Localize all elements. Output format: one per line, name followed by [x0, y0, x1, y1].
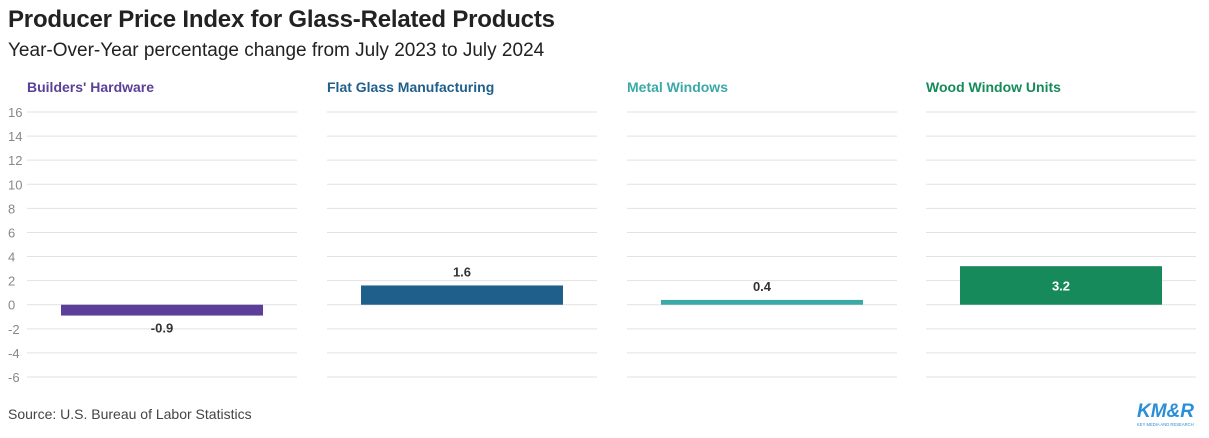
bar — [960, 266, 1162, 305]
source-note: Source: U.S. Bureau of Labor Statistics — [8, 406, 252, 422]
data-label: -0.9 — [151, 321, 173, 336]
panel-title-wood-window-units: Wood Window Units — [926, 79, 1061, 95]
y-tick-label: -6 — [8, 370, 20, 385]
panel-title-builders-hardware: Builders' Hardware — [27, 79, 155, 95]
y-tick-label: 12 — [8, 153, 22, 168]
panel-title-flat-glass: Flat Glass Manufacturing — [327, 79, 495, 95]
bar — [361, 285, 563, 305]
y-tick-label: 4 — [8, 250, 15, 265]
y-tick-label: -2 — [8, 322, 20, 337]
y-tick-label: -4 — [8, 346, 20, 361]
data-label: 0.4 — [753, 279, 772, 294]
y-tick-label: 2 — [8, 274, 15, 289]
y-tick-label: 10 — [8, 177, 22, 192]
chart-area: 16 14 12 10 8 6 4 2 0 -2 -4 -6 -0.9 1.6 0.4 3.2 — [8, 105, 1196, 385]
logo-text: KM&R — [1137, 401, 1194, 422]
y-tick-label: 6 — [8, 225, 15, 240]
chart-title: Producer Price Index for Glass-Related P… — [8, 6, 555, 33]
y-tick-label: 14 — [8, 129, 22, 144]
y-tick-label: 0 — [8, 298, 15, 313]
bar — [661, 299, 863, 305]
data-label: 3.2 — [1052, 278, 1070, 293]
y-tick-label: 8 — [8, 201, 15, 216]
y-tick-label: 16 — [8, 105, 22, 120]
chart-subtitle: Year-Over-Year percentage change from Ju… — [8, 40, 545, 61]
data-label: 1.6 — [453, 264, 471, 279]
bar — [61, 304, 263, 316]
panel-title-metal-windows: Metal Windows — [627, 79, 728, 95]
logo-subtext: KEY MEDIA AND RESEARCH — [1137, 422, 1194, 427]
kmr-logo: KM&R KEY MEDIA AND RESEARCH — [1137, 401, 1194, 427]
